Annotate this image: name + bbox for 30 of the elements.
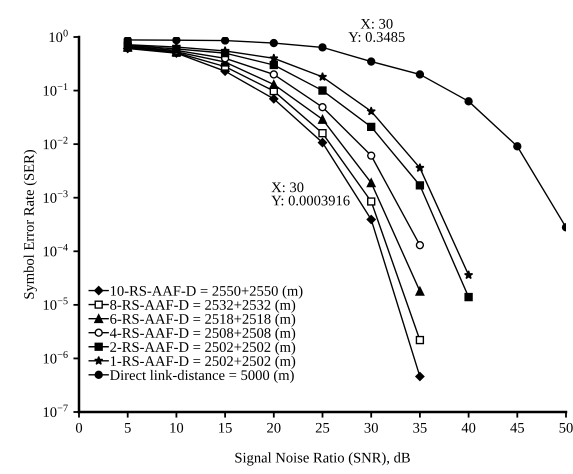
x-tick-label: 0 (76, 422, 82, 433)
x-tick-label: 20 (267, 422, 281, 433)
annotation: X: 30 Y: 0.3485 (348, 18, 405, 42)
y-tick-label: 10$^{0}$ (50, 30, 68, 42)
legend-label: 2-RS-AAF-D = 2502+2502 (m) (110, 342, 296, 355)
x-tick-label: 15 (219, 422, 232, 433)
y-tick-label: 10$^{−6}$ (44, 351, 68, 364)
y-tick-label: 10$^{−4}$ (44, 244, 68, 256)
legend-label: Direct link-distance = 5000 (m) (110, 370, 294, 384)
x-tick-label: 25 (316, 422, 330, 433)
x-axis-title: Signal Noise Ratio (SNR), dB (235, 452, 410, 466)
legend-label: 1-RS-AAF-D = 2502+2502 (m) (110, 356, 296, 369)
x-tick-label: 40 (462, 422, 476, 433)
y-tick-label: 10$^{−3}$ (44, 190, 68, 203)
x-tick-label: 35 (413, 422, 427, 433)
legend-label: 4-RS-AAF-D = 2508+2508 (m) (110, 328, 296, 341)
y-tick-label: 10$^{−7}$ (44, 404, 68, 418)
x-tick-label: 50 (560, 422, 573, 433)
legend-label: 6-RS-AAF-D = 2518+2518 (m) (110, 314, 296, 327)
x-tick-label: 45 (510, 422, 524, 433)
x-tick-label: 30 (364, 422, 378, 433)
y-tick-label: 10$^{−2}$ (44, 136, 68, 150)
legend-label: 10-RS-AAF-D = 2550+2550 (m) (110, 286, 302, 299)
legend-label: 8-RS-AAF-D = 2532+2532 (m) (110, 300, 296, 313)
x-tick-label: 5 (124, 422, 131, 433)
y-tick-label: 10$^{−5}$ (44, 298, 68, 310)
x-tick-label: 10 (170, 422, 184, 433)
y-axis-title: Symbol Error Rate (SER) (24, 150, 37, 299)
annotation: X: 30 Y: 0.0003916 (271, 182, 350, 206)
y-tick-label: 10$^{−1}$ (44, 83, 68, 96)
